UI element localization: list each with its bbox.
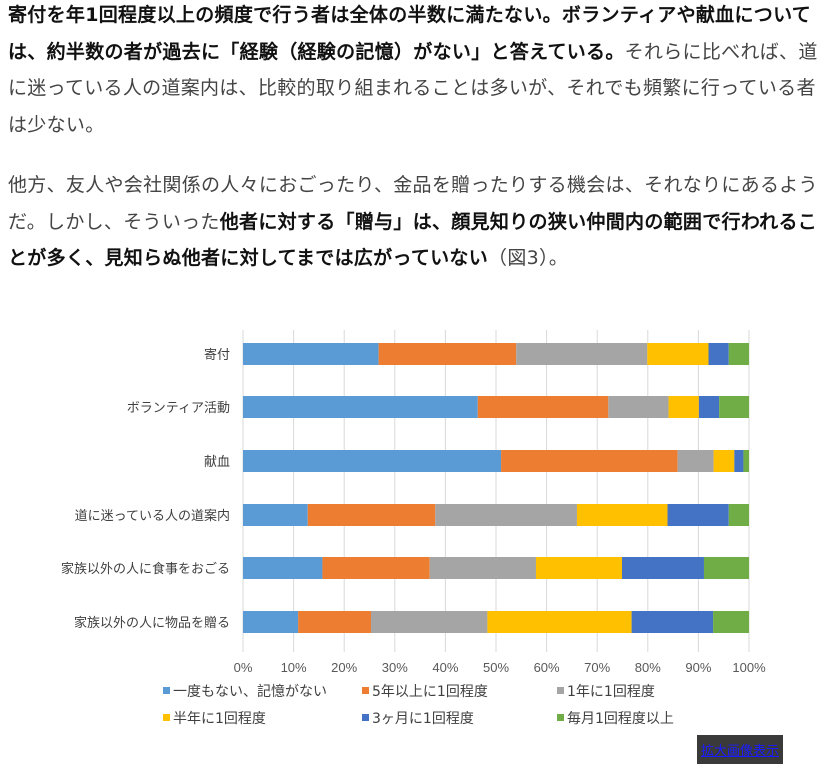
bar-segment xyxy=(668,396,699,418)
bar-segment xyxy=(576,504,668,526)
bar-segment xyxy=(713,611,749,633)
bar-segment xyxy=(243,450,502,472)
x-tick-label: 100% xyxy=(732,660,766,675)
x-tick-label: 70% xyxy=(584,660,610,675)
legend-swatch xyxy=(362,687,369,694)
category-label: ボランティア活動 xyxy=(127,401,230,416)
x-tick-label: 20% xyxy=(331,660,357,675)
bar-segment xyxy=(371,611,488,633)
bar-segment xyxy=(703,557,749,579)
enlarge-image-button[interactable]: 拡大画像表示 xyxy=(697,735,783,764)
bar-segment xyxy=(516,343,648,365)
bar-segment xyxy=(243,504,308,526)
bar-segment xyxy=(631,611,714,633)
bar-segment xyxy=(734,450,744,472)
legend-swatch xyxy=(163,714,170,721)
bar-segment xyxy=(501,450,678,472)
bar-segment xyxy=(322,557,430,579)
x-tick-label: 90% xyxy=(685,660,711,675)
bar-segment xyxy=(698,396,720,418)
category-label: 道に迷っている人の道案内 xyxy=(75,508,230,524)
paragraph-2-text: 他方、友人や会社関係の人々におごったり、金品を贈ったりする機会は、それなりにある… xyxy=(8,174,818,233)
bar-segment xyxy=(608,396,669,418)
paragraph-1-bold: 寄付を年1回程度以上の頻度で行う者は全体の半数に満たない。ボランティアや献血につ… xyxy=(8,4,812,63)
x-tick-label: 0% xyxy=(234,660,253,675)
bar-segment xyxy=(713,450,735,472)
legend-swatch xyxy=(557,714,564,721)
x-tick-label: 80% xyxy=(635,660,661,675)
legend-swatch xyxy=(163,687,170,694)
paragraph-1-text: それらに比べれば、道に迷っている人の道案内は、比較的取り組まれることは多いが、そ… xyxy=(8,40,818,136)
bar-segment xyxy=(477,396,609,418)
x-tick-label: 30% xyxy=(382,660,408,675)
bar-segment xyxy=(708,343,729,365)
bar-segment xyxy=(243,343,379,365)
legend-label: 一度もない、記憶がない xyxy=(173,683,327,700)
paragraph-2: 他方、友人や会社関係の人々におごったり、金品を贈ったりする機会は、それなりにある… xyxy=(8,167,833,277)
legend-label: 半年に1回程度 xyxy=(173,711,266,727)
bar-segment xyxy=(647,343,709,365)
category-label: 寄付 xyxy=(204,347,230,363)
bar-segment xyxy=(429,557,536,579)
category-label: 家族以外の人に食事をおごる xyxy=(61,561,230,577)
x-tick-label: 60% xyxy=(534,660,560,675)
bar-segment xyxy=(743,450,749,472)
bar-segment xyxy=(243,396,478,418)
bar-segment xyxy=(487,611,632,633)
bar-segment xyxy=(243,557,323,579)
bar-segment xyxy=(667,504,729,526)
bar-segment xyxy=(728,504,749,526)
bar-segment xyxy=(298,611,372,633)
bar-segment xyxy=(535,557,622,579)
bar-segment xyxy=(719,396,749,418)
legend-swatch xyxy=(557,687,564,694)
legend-label: 3ヶ月に1回程度 xyxy=(372,711,474,727)
paragraph-2-bold: 他者に対する「贈与」は、顔見知りの狭い仲間内の範囲で行われることが多く、見知らぬ… xyxy=(8,210,818,270)
bar-segment xyxy=(621,557,704,579)
bar-segment xyxy=(677,450,714,472)
paragraph-2-figref: （図3）。 xyxy=(488,247,569,269)
bar-segment xyxy=(378,343,517,365)
bar-segment xyxy=(243,611,299,633)
bar-segment xyxy=(307,504,436,526)
category-label: 家族以外の人に物品を贈る xyxy=(74,615,230,631)
bar-segment xyxy=(435,504,577,526)
x-tick-label: 50% xyxy=(483,660,509,675)
bar-segment xyxy=(728,343,749,365)
legend-label: 毎月1回程度以上 xyxy=(567,711,674,727)
category-label: 献血 xyxy=(204,455,230,470)
figure-3-chart: 0% 10% 20% 30% 40% 50% 60% 70% 80% 90% 100% 寄付ボランティ… xyxy=(61,330,766,727)
legend-swatch xyxy=(362,714,369,721)
x-tick-label: 40% xyxy=(432,660,458,675)
legend-label: 5年以上に1回程度 xyxy=(372,684,488,700)
paragraph-1: 寄付を年1回程度以上の頻度で行う者は全体の半数に満たない。ボランティアや献血につ… xyxy=(8,0,833,143)
legend-label: 1年に1回程度 xyxy=(567,684,655,700)
x-tick-label: 10% xyxy=(281,660,307,675)
